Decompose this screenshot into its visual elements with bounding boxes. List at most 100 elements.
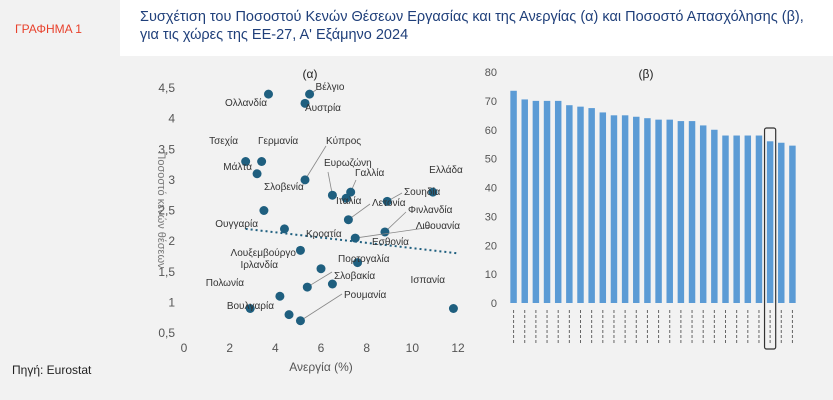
bar-category-label-mark bbox=[535, 325, 537, 328]
bar-category-label-mark bbox=[758, 330, 760, 333]
scatter-y-tick-label: 0,5 bbox=[158, 326, 175, 340]
scatter-point bbox=[380, 227, 390, 237]
bar-category-label-mark bbox=[702, 330, 704, 333]
bar-y-tick-label: 20 bbox=[485, 240, 497, 252]
scatter-trendline bbox=[245, 227, 459, 255]
bar-category-label-mark bbox=[524, 335, 526, 338]
bar-category-label-mark bbox=[725, 310, 726, 313]
bar-category-label-mark bbox=[546, 325, 548, 328]
bar-category-label-mark bbox=[646, 325, 648, 328]
bar-category-label-mark bbox=[725, 340, 726, 343]
bar-category-label-mark bbox=[513, 335, 515, 338]
bar-category-label-mark bbox=[669, 310, 671, 313]
scatter-y-tick-label: 1 bbox=[168, 295, 175, 309]
bar-category-label-mark bbox=[780, 320, 782, 323]
bar bbox=[722, 135, 729, 303]
bar-category-label-mark bbox=[736, 330, 738, 333]
bar-category-label-mark bbox=[602, 330, 604, 333]
scatter-x-tick-label: 10 bbox=[406, 341, 420, 355]
scatter-point bbox=[284, 310, 294, 320]
bar bbox=[521, 99, 528, 304]
bar-category-label-mark bbox=[736, 320, 738, 323]
bar-category-label-mark bbox=[713, 320, 715, 323]
bar bbox=[677, 121, 685, 304]
bar-category-label-mark bbox=[713, 315, 715, 318]
scatter-point-label: Ρουμανία bbox=[344, 289, 386, 301]
scatter-x-tick-label: 12 bbox=[451, 341, 465, 355]
bar-category-label-mark bbox=[524, 315, 526, 318]
bar-category-label-mark bbox=[791, 340, 793, 343]
scatter-point bbox=[346, 187, 356, 197]
bar-y-tick-label: 80 bbox=[485, 67, 497, 79]
bar-category-label-mark bbox=[780, 325, 782, 328]
bar-category-label-mark bbox=[535, 320, 537, 323]
bar bbox=[532, 100, 540, 303]
bar-category-label-mark bbox=[691, 310, 693, 313]
bar-category-label-mark bbox=[580, 310, 581, 313]
scatter-leader-line bbox=[307, 271, 333, 288]
bar-category-label-mark bbox=[791, 335, 793, 338]
bar-category-label-mark bbox=[568, 340, 570, 343]
bar-category-label-mark bbox=[624, 315, 626, 318]
bar-category-label-mark bbox=[591, 320, 593, 323]
bar-category-label-mark bbox=[658, 315, 660, 318]
scatter-point bbox=[305, 89, 315, 99]
bar-category-label-mark bbox=[535, 310, 537, 313]
bar-category-label-mark bbox=[535, 330, 537, 333]
scatter-point-label: Γερμανία bbox=[258, 135, 298, 147]
scatter-x-tick-label: 0 bbox=[181, 341, 188, 355]
bar-category-label-mark bbox=[580, 335, 581, 338]
bar-category-label-mark bbox=[658, 330, 660, 333]
figure-label: ΓΡΑΦΗΜΑ 1 bbox=[15, 22, 82, 36]
bar bbox=[711, 129, 718, 303]
bar-category-label-mark bbox=[769, 335, 771, 338]
bar-category-label-mark bbox=[568, 335, 570, 338]
left-panel: ΓΡΑΦΗΜΑ 1 Πηγή: Eurostat bbox=[0, 0, 120, 400]
scatter-point-label: Πορτογαλία bbox=[338, 253, 390, 265]
bar-category-label-mark bbox=[591, 310, 593, 313]
bar-category-label-mark bbox=[546, 315, 548, 318]
bar-category-label-mark bbox=[602, 325, 604, 328]
bar-category-label-mark bbox=[602, 335, 604, 338]
scatter-point bbox=[353, 258, 363, 268]
bar-category-label-mark bbox=[725, 315, 726, 318]
bar-category-label-mark bbox=[769, 315, 771, 318]
bar bbox=[588, 108, 595, 303]
bar-y-tick-label: 30 bbox=[485, 211, 497, 223]
bar-category-label-mark bbox=[557, 330, 559, 333]
scatter-x-axis-label: Ανεργία (%) bbox=[289, 360, 353, 374]
scatter-point bbox=[350, 233, 360, 243]
bar-category-label-mark bbox=[646, 330, 648, 333]
bar-category-label-mark bbox=[791, 320, 793, 323]
scatter-point bbox=[327, 279, 337, 289]
bar-category-label-mark bbox=[669, 325, 671, 328]
bar bbox=[599, 112, 607, 303]
scatter-point bbox=[245, 304, 255, 313]
bar-category-label-mark bbox=[513, 325, 515, 328]
bar-category-label-mark bbox=[658, 310, 660, 313]
bar-category-label-mark bbox=[613, 325, 615, 328]
bar-category-label-mark bbox=[769, 330, 771, 333]
bar-category-label-mark bbox=[646, 340, 648, 343]
scatter-point-label: Ιταλία bbox=[336, 195, 362, 207]
scatter-y-tick-label: 4 bbox=[168, 112, 175, 126]
bar-category-label-mark bbox=[736, 310, 738, 313]
bar-category-label-mark bbox=[658, 320, 660, 323]
scatter-point bbox=[316, 264, 326, 274]
bar-category-label-mark bbox=[713, 325, 715, 328]
bar-category-label-mark bbox=[635, 335, 637, 338]
scatter-leader-line bbox=[304, 145, 327, 181]
bar-category-label-mark bbox=[557, 320, 559, 323]
bar-category-label-mark bbox=[513, 320, 515, 323]
scatter-leader-line bbox=[300, 293, 343, 322]
bar-category-label-mark bbox=[780, 330, 782, 333]
bar-category-label-mark bbox=[747, 320, 749, 323]
bar-category-label-mark bbox=[580, 315, 581, 318]
bar-category-label-mark bbox=[769, 340, 771, 343]
bar-category-label-mark bbox=[557, 340, 559, 343]
bar-category-label-mark bbox=[702, 310, 704, 313]
scatter-y-tick-label: 2,5 bbox=[158, 204, 175, 218]
bar-category-label-mark bbox=[680, 340, 682, 343]
bar-category-label-mark bbox=[580, 320, 581, 323]
bar-category-label-mark bbox=[557, 310, 559, 313]
